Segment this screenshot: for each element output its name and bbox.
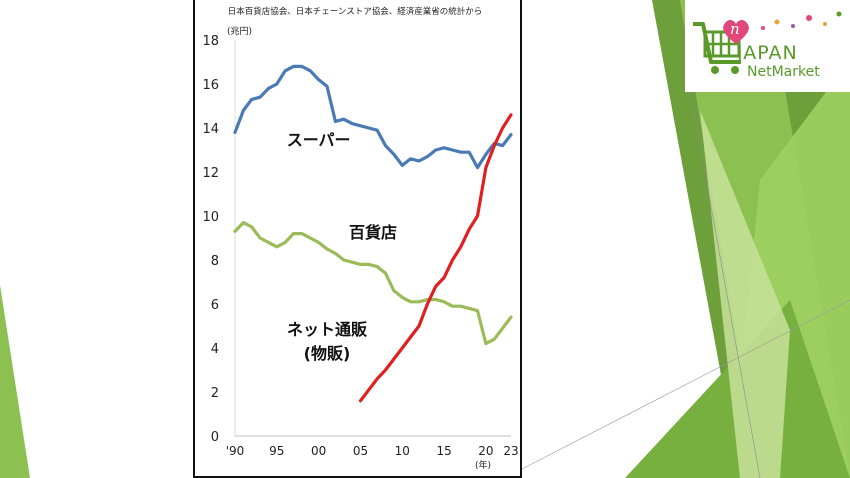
thin-diagonal-line <box>519 299 850 471</box>
thin-diagonal-line-2 <box>689 89 761 478</box>
x-tick-label: 00 <box>311 444 326 458</box>
series-label-2: ネット通販 <box>287 320 368 339</box>
x-tick-label: 15 <box>436 444 451 458</box>
y-tick-label: 8 <box>211 254 219 269</box>
x-tick-label: 95 <box>269 444 284 458</box>
y-tick-label: 10 <box>202 210 219 225</box>
right-light-wedge <box>700 110 790 478</box>
x-axis-unit-label: (年) <box>475 459 491 471</box>
series-line-2 <box>358 113 513 403</box>
chart-panel: 日本百貨店協会、日本チェーンストア協会、経済産業省の統計から (兆円) (年) … <box>193 0 522 478</box>
series-label-1: 百貨店 <box>349 223 397 242</box>
series-line-1 <box>233 221 513 346</box>
logo-text-japan: JAPAN <box>737 42 798 64</box>
series-lines <box>233 64 513 403</box>
logo-text-netmarket: NetMarket <box>747 64 820 80</box>
y-tick-label: 16 <box>202 78 219 93</box>
japan-netmarket-logo: n JAPAN NetMarket <box>685 0 850 92</box>
y-tick-label: 4 <box>211 342 219 357</box>
y-tick-label: 0 <box>211 430 219 445</box>
x-tick-labels: '90 95 00 05 10 15 20 23 <box>226 444 519 458</box>
x-tick-label: 23 <box>503 444 518 458</box>
y-tick-label: 6 <box>211 298 219 313</box>
series-label-0: スーパー <box>287 131 351 150</box>
x-tick-label: 05 <box>353 444 368 458</box>
y-tick-label: 14 <box>202 122 219 137</box>
chart-source-note: 日本百貨店協会、日本チェーンストア協会、経済産業省の統計から <box>228 6 482 17</box>
x-tick-label: 20 <box>478 444 493 458</box>
logo-badge-letter: n <box>730 20 740 38</box>
heart-icon <box>723 20 749 44</box>
x-tick-label: '90 <box>226 444 245 458</box>
y-tick-labels: 0 2 4 6 8 10 12 14 16 18 <box>202 34 219 445</box>
series-label-2-line2: (物販) <box>304 344 351 363</box>
line-chart: 日本百貨店協会、日本チェーンストア協会、経済産業省の統計から (兆円) (年) … <box>202 6 519 471</box>
y-tick-label: 18 <box>202 34 219 49</box>
series-line-0 <box>233 64 513 170</box>
y-tick-label: 2 <box>211 386 219 401</box>
left-green-triangle <box>0 285 30 478</box>
y-tick-label: 12 <box>202 166 219 181</box>
decorative-dots-icon <box>761 11 842 30</box>
y-axis-unit-label: (兆円) <box>227 26 252 37</box>
x-tick-label: 10 <box>395 444 410 458</box>
